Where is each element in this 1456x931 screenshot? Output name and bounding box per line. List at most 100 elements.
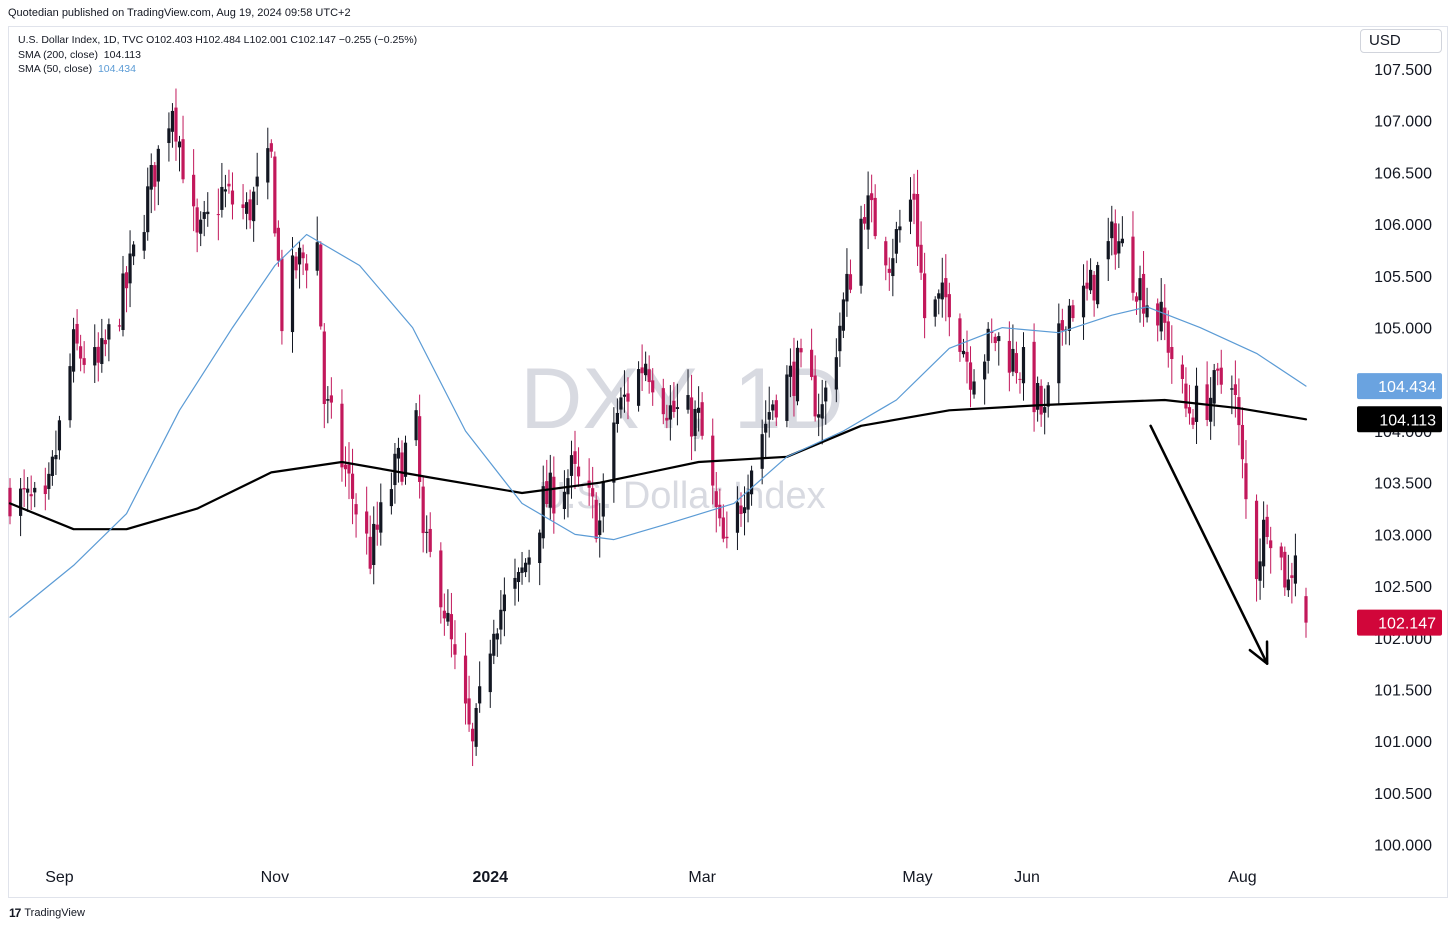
sma50-legend[interactable]: SMA (50, close) 104.434 (18, 62, 417, 77)
candle (668, 385, 672, 441)
candle (206, 192, 210, 227)
price-axis[interactable]: 107.500 107.000 106.500 106.000 105.500 105.0… (1374, 62, 1432, 855)
candle-body (838, 325, 842, 352)
candle-body (1170, 347, 1174, 360)
candle (471, 722, 475, 767)
time-axis[interactable]: Sep Nov 2024 Mar May Jun Aug (45, 869, 1256, 886)
candle (153, 161, 157, 211)
candle-body (866, 195, 870, 230)
candle (859, 205, 863, 294)
candle (1159, 278, 1163, 341)
candle-body (573, 451, 577, 464)
candle-body (1011, 348, 1015, 372)
x-tick-label: 2024 (472, 869, 508, 886)
candle (227, 169, 231, 194)
candle-body (418, 416, 422, 482)
candle-body (389, 489, 393, 507)
candle (848, 259, 853, 294)
candle-body (195, 207, 199, 233)
candle-body (735, 502, 740, 533)
candle-body (1067, 305, 1072, 331)
candle (96, 332, 100, 382)
candle (1131, 211, 1135, 301)
candle-body (562, 491, 567, 510)
candle-body (689, 397, 694, 437)
candle-body (467, 698, 471, 725)
candle-body (174, 107, 178, 142)
candle (1194, 367, 1199, 445)
candle (986, 322, 990, 374)
candle-body (82, 358, 86, 365)
candle (244, 192, 249, 230)
candle-body (1180, 364, 1185, 379)
candle-body (848, 274, 853, 290)
candle (47, 462, 51, 500)
candle (177, 135, 182, 172)
currency-button[interactable]: USD (1360, 29, 1442, 53)
price-tag: 104.434 (1357, 373, 1442, 400)
footer-brand[interactable]: TradingView (24, 907, 85, 919)
candle-body (1088, 269, 1093, 291)
candle (908, 177, 913, 235)
symbol-line[interactable]: U.S. Dollar Index, 1D, TVC O102.403 H102… (18, 34, 418, 46)
sma200-legend[interactable]: SMA (200, close) 104.113 (18, 48, 417, 63)
candle-body (552, 476, 556, 514)
candles (8, 88, 1308, 767)
candle (266, 127, 270, 200)
candle (107, 318, 111, 362)
candle (1191, 409, 1195, 430)
candle-body (908, 199, 913, 222)
candle (1180, 355, 1185, 394)
candle (128, 230, 132, 308)
publisher-line: Quotedian published on TradingView.com, … (8, 7, 351, 19)
candle-body (968, 362, 973, 390)
candle-body (1304, 596, 1308, 623)
candle-body (820, 404, 824, 419)
candle-body (1117, 241, 1121, 254)
candle-body (891, 258, 895, 277)
candle-body (764, 423, 768, 433)
candle (372, 506, 376, 585)
candle-body (884, 241, 888, 266)
candle (273, 151, 277, 237)
candle (799, 338, 803, 368)
candle-body (425, 531, 429, 533)
candle-body (177, 141, 182, 148)
candle-body (1043, 407, 1047, 413)
x-tick-label: Sep (45, 869, 74, 886)
candle (276, 220, 280, 267)
candle (54, 430, 58, 475)
candle (965, 330, 969, 384)
candle-body (1057, 323, 1061, 384)
candle (841, 292, 845, 339)
candle (467, 675, 471, 732)
candle (142, 214, 146, 260)
candle-body (326, 399, 330, 401)
candle-body (1240, 424, 1245, 460)
candle-body (774, 400, 778, 418)
candle (636, 361, 641, 412)
candle-body (255, 176, 259, 187)
candle (686, 369, 690, 414)
candle-body (813, 375, 817, 417)
candle-body (199, 219, 203, 234)
candle (463, 632, 468, 725)
candle (898, 209, 902, 243)
candle-body (354, 504, 358, 515)
sma200-value: 104.113 (103, 48, 141, 61)
candle-body (675, 407, 680, 410)
candle (594, 492, 598, 543)
candle-body (1071, 305, 1075, 319)
candle (820, 379, 824, 445)
candle (400, 440, 404, 486)
candle (672, 382, 676, 418)
candle (192, 149, 196, 232)
candle-body (792, 361, 796, 396)
candle-body (1166, 321, 1170, 353)
candle-body (651, 380, 655, 393)
candle-body (983, 361, 987, 380)
candle (478, 661, 482, 713)
candle (651, 368, 655, 406)
sma-lines (8, 233, 1308, 618)
